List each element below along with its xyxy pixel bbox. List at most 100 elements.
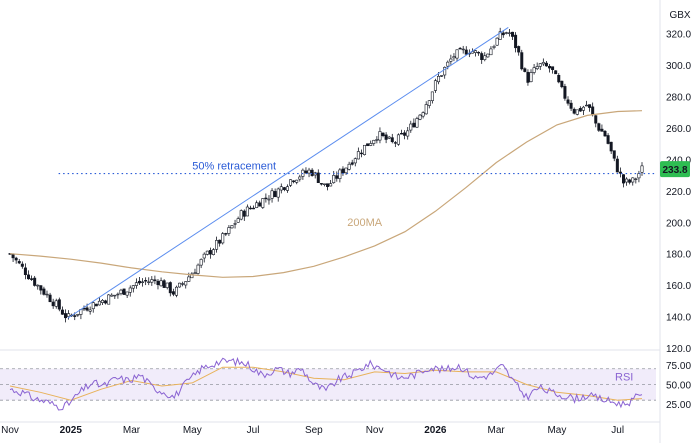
candle [480, 53, 484, 60]
candle [504, 32, 508, 34]
candle [20, 263, 24, 267]
candle [427, 100, 431, 106]
rsi-tick-label: 50.00 [666, 380, 691, 391]
rsi-line [9, 356, 643, 411]
candle [85, 307, 89, 311]
candle [258, 202, 262, 207]
candle [474, 50, 478, 53]
candle [174, 286, 178, 296]
candle [591, 106, 595, 116]
candle [276, 188, 280, 198]
candle [248, 207, 252, 210]
candle [461, 48, 465, 51]
candle [245, 206, 249, 217]
rsi-panel[interactable]: RSI [0, 356, 656, 411]
candle [581, 106, 585, 111]
candle [381, 132, 385, 136]
candle [483, 55, 487, 60]
candle [588, 104, 592, 108]
last-price-label: 233.8 [662, 165, 687, 176]
candle [329, 183, 333, 187]
rsi-label: RSI [615, 372, 633, 384]
candle [523, 68, 527, 72]
candle [551, 66, 555, 70]
candle [76, 313, 80, 316]
candle [535, 66, 539, 70]
candle [88, 309, 92, 312]
candle [137, 280, 141, 284]
candle [165, 282, 169, 288]
candle [184, 281, 188, 286]
candle [190, 273, 194, 279]
candle [30, 278, 34, 280]
candle [585, 104, 589, 107]
candle [433, 80, 437, 91]
candle [239, 210, 243, 220]
candle [366, 143, 370, 147]
candle [26, 274, 30, 280]
candle [615, 158, 619, 173]
candle [597, 123, 601, 131]
candle [532, 67, 536, 73]
candle [122, 288, 126, 295]
candle [440, 75, 444, 77]
candle [609, 141, 613, 152]
candle [23, 267, 27, 276]
candle [538, 63, 542, 67]
candle [100, 300, 104, 303]
candle [449, 58, 453, 62]
candle [637, 173, 641, 179]
price-panel[interactable]: 200MA 50% retracement [8, 27, 656, 323]
candle [181, 283, 185, 285]
last-price-badge [660, 161, 690, 178]
candle [97, 300, 101, 306]
candle [486, 53, 490, 58]
price-tick-label: 320.0 [666, 30, 691, 41]
candle [215, 240, 219, 250]
candle [67, 313, 71, 317]
candle [73, 315, 77, 317]
candle [594, 115, 598, 124]
candle [196, 264, 200, 274]
candle [316, 172, 320, 183]
trend-line[interactable] [67, 27, 509, 319]
candle [156, 280, 160, 286]
candle [603, 130, 607, 137]
candle [430, 91, 434, 101]
candle [557, 75, 561, 83]
candle [224, 233, 228, 235]
candle [218, 239, 222, 244]
rsi-signal-line [9, 366, 643, 401]
candle [501, 32, 505, 36]
price-tick-label: 200.0 [666, 218, 691, 229]
candle [252, 207, 256, 210]
candle [495, 37, 499, 46]
candle [625, 178, 629, 183]
candle [507, 32, 511, 34]
candle [51, 301, 55, 307]
candle [289, 179, 293, 186]
candle [60, 309, 64, 315]
candle [159, 280, 163, 287]
candle [36, 284, 40, 287]
candle [569, 102, 573, 109]
candle [458, 47, 462, 50]
candle [634, 178, 638, 180]
retracement-label: 50% retracement [192, 161, 276, 173]
candle [437, 76, 441, 83]
price-tick-label: 140.0 [666, 313, 691, 324]
candle [572, 108, 576, 114]
candle [384, 134, 388, 140]
candle [335, 175, 339, 179]
candle [39, 285, 43, 291]
x-tick-label: Mar [123, 425, 141, 436]
candle [17, 261, 21, 264]
candle [563, 86, 567, 99]
ma200-line [9, 110, 643, 278]
candle [261, 198, 265, 208]
candle [622, 174, 626, 184]
ma200-label: 200MA [347, 217, 383, 229]
